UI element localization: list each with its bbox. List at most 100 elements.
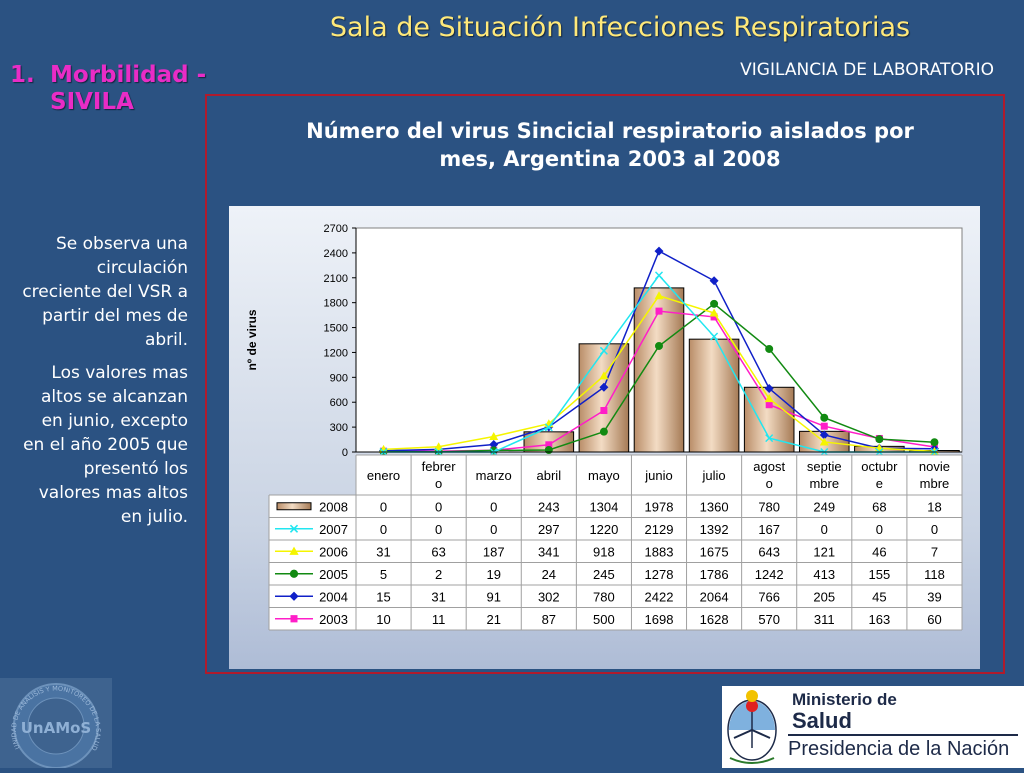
logo-divider [788,734,1018,736]
sidebar-paragraph-2: Los valores mas altos se alcanzan en jun… [23,363,188,527]
y-tick-label: 1500 [324,323,348,335]
seal-icon: UNIDAD DE ANALISIS Y MONITOREO DE LA SAL… [10,683,102,769]
table-header-septiembre-cont: mbre [809,476,839,491]
data-cell-2006: 643 [758,544,780,559]
point-2003 [655,307,663,315]
point-2004 [819,430,829,440]
data-cell-2007: 0 [435,522,442,537]
point-2006 [654,291,664,300]
data-cell-2008: 0 [490,499,497,514]
point-2003 [765,401,773,409]
table-header-junio: junio [644,468,672,483]
data-cell-2003: 10 [376,612,390,627]
sidebar-text: Se observa una circulación creciente del… [18,232,188,538]
point-2003 [710,313,718,321]
point-2004 [599,382,609,392]
data-cell-2008: 243 [538,499,560,514]
data-cell-2004: 2064 [700,589,729,604]
legend-label-2008: 2008 [319,499,348,514]
presidencia-text: Presidencia de la Nación [788,738,1010,760]
data-cell-2003: 163 [869,612,891,627]
data-cell-2004: 45 [872,589,886,604]
y-tick-label: 300 [330,422,348,434]
ministerio-logo: Ministerio de Salud Presidencia de la Na… [722,686,1024,768]
y-tick-label: 0 [342,447,348,459]
table-header-abril: abril [537,468,562,483]
point-2003 [820,422,828,430]
seal-text: UnAMoS [21,719,92,737]
section-heading: 1. Morbilidad - SIVILA [10,62,240,116]
chart-title-line1: Número del virus Sincicial respiratorio … [306,119,914,143]
data-cell-2007: 0 [931,522,938,537]
point-2007 [599,346,608,355]
data-cell-2004: 205 [813,589,835,604]
legend-marker-2004 [289,591,299,601]
table-header-noviembre-cont: mbre [920,476,950,491]
point-2006 [434,442,444,451]
data-cell-2003: 11 [432,612,446,627]
point-2005 [599,427,608,436]
point-2005 [875,435,884,444]
data-cell-2006: 341 [538,544,560,559]
point-2003 [545,441,553,449]
data-cell-2007: 2129 [645,522,674,537]
data-cell-2006: 1675 [700,544,729,559]
bar-2008 [633,287,685,453]
data-cell-2006: 31 [376,544,390,559]
data-cell-2005: 245 [593,567,615,582]
data-cell-2006: 1883 [645,544,674,559]
unamos-seal: UNIDAD DE ANALISIS Y MONITOREO DE LA SAL… [0,678,112,769]
y-tick-label: 1800 [324,298,348,310]
data-cell-2005: 19 [486,567,500,582]
y-tick-label: 2700 [324,223,348,235]
point-2007 [544,423,553,432]
data-cell-2004: 2422 [645,589,674,604]
table-header-julio: julio [702,468,726,483]
data-cell-2006: 187 [483,544,505,559]
data-cell-2003: 1698 [645,612,674,627]
section-number: 1. [10,62,35,88]
data-cell-2005: 5 [380,567,387,582]
table-header-octubre: octubr [861,459,898,474]
y-tick-label: 2400 [324,248,348,260]
data-cell-2006: 46 [872,544,886,559]
point-2004 [764,383,774,393]
data-cell-2003: 87 [542,612,556,627]
data-cell-2003: 1628 [700,612,729,627]
data-cell-2005: 2 [435,567,442,582]
y-tick-label: 1200 [324,347,348,359]
data-cell-2004: 15 [376,589,390,604]
data-cell-2007: 0 [821,522,828,537]
legend-marker-2005 [290,569,298,578]
point-2005 [820,413,829,422]
point-2006 [929,446,939,455]
data-cell-2007: 0 [490,522,497,537]
point-2007 [765,434,774,443]
argentina-emblem-icon [727,690,777,764]
y-tick-label: 600 [330,397,348,409]
table-header-febrero: febrer [422,459,457,474]
bar-2008 [688,338,740,453]
data-cell-2004: 780 [593,589,615,604]
subtitle: VIGILANCIA DE LABORATORIO [740,60,994,80]
point-2005 [710,299,719,308]
data-cell-2003: 21 [486,612,500,627]
point-2006 [819,437,829,446]
data-cell-2005: 1242 [755,567,784,582]
legend-label-2007: 2007 [319,522,348,537]
ministerio-text: Ministerio de [792,690,897,709]
chart-title-line2: mes, Argentina 2003 al 2008 [439,147,781,171]
data-cell-2006: 918 [593,544,615,559]
legend-marker-2007 [289,524,299,533]
data-cell-2008: 0 [380,499,387,514]
data-cell-2005: 1786 [700,567,729,582]
data-cell-2004: 766 [758,589,780,604]
data-cell-2007: 0 [380,522,387,537]
point-2003 [600,407,608,415]
data-cell-2007: 0 [876,522,883,537]
data-cell-2005: 24 [542,567,556,582]
data-cell-2003: 311 [814,612,835,627]
data-cell-2004: 302 [538,589,560,604]
point-2007 [710,332,719,341]
